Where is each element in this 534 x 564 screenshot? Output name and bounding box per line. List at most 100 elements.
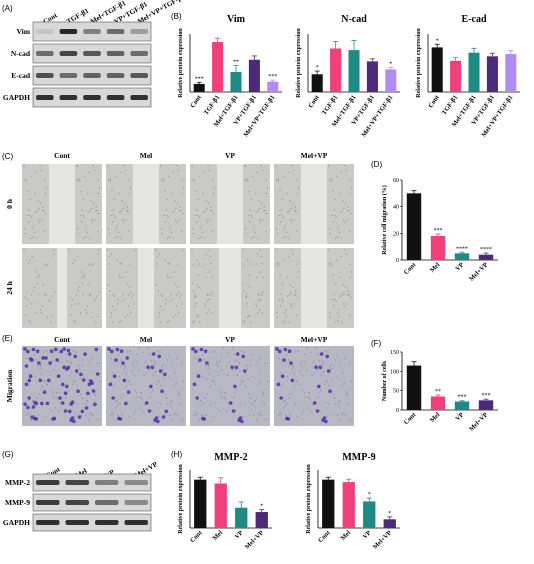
cell-dot (205, 414, 208, 417)
cell-dot (45, 187, 48, 189)
cell-dot (206, 312, 208, 314)
cell-dot (286, 211, 289, 213)
cell-dot (191, 347, 195, 351)
cell-dot (328, 389, 332, 393)
cell-dot (76, 165, 78, 167)
significance-mark: * (388, 511, 391, 517)
cell-dot (35, 171, 37, 174)
cell-dot (43, 263, 45, 265)
cell-dot (111, 221, 114, 223)
bar (450, 60, 462, 92)
cell-dot (252, 175, 254, 178)
cell-dot (88, 171, 91, 174)
cell-dot (348, 314, 351, 316)
cell-dot (206, 393, 208, 396)
cell-dot (37, 293, 39, 295)
cell-dot (287, 349, 292, 353)
cell-dot (34, 375, 37, 378)
cell-dot (283, 400, 286, 403)
cell-dot (332, 274, 334, 276)
cell-dot (169, 404, 171, 406)
cell-dot (63, 391, 68, 395)
cell-dot (330, 262, 332, 264)
cell-dot (134, 249, 136, 251)
cell-dot (347, 290, 349, 292)
cell-dot (82, 214, 84, 217)
cell-dot (206, 300, 208, 302)
cell-dot (260, 165, 262, 167)
cell-dot (326, 369, 331, 373)
cell-dot (209, 219, 211, 221)
cell-dot (134, 389, 136, 392)
cell-dot (174, 282, 177, 285)
x-tick-label: TGF-β1 (203, 94, 221, 116)
cell-dot (29, 321, 32, 323)
cell-dot (243, 403, 246, 405)
cell-dot (249, 397, 252, 399)
cell-dot (42, 284, 44, 286)
cell-dot (330, 180, 333, 182)
cell-dot (295, 314, 298, 316)
cell-dot (258, 412, 261, 414)
cell-dot (108, 228, 110, 230)
cell-dot (198, 286, 200, 289)
cell-dot (281, 198, 284, 201)
cell-dot (122, 221, 125, 224)
cell-dot (204, 210, 207, 212)
bar (230, 72, 242, 92)
cell-dot (122, 378, 127, 383)
cell-dot (282, 407, 285, 409)
cell-dot (331, 214, 333, 217)
cell-dot (331, 298, 333, 301)
cell-dot (173, 413, 176, 416)
cell-dot (180, 209, 182, 212)
cell-dot (31, 175, 33, 178)
cell-dot (167, 402, 169, 405)
cell-dot (228, 361, 230, 363)
chart-vim: Vim Relative protein expression *** Cont TGF… (178, 14, 282, 138)
bar (385, 69, 397, 92)
cell-dot (338, 309, 340, 311)
cell-dot (257, 237, 259, 240)
cell-dot (234, 392, 236, 394)
cell-dot (23, 249, 25, 251)
cell-dot (173, 237, 175, 240)
cell-dot (297, 187, 300, 189)
cell-dot (285, 354, 288, 356)
cell-dot (110, 357, 112, 360)
cell-dot (288, 365, 291, 367)
cell-dot (58, 351, 61, 354)
cell-dot (340, 361, 343, 363)
cell-dot (26, 298, 28, 301)
cell-dot (77, 232, 80, 235)
y-axis-label: Relative protein expression (296, 28, 302, 98)
cell-dot (120, 237, 122, 240)
cell-dot (96, 418, 98, 420)
cell-dot (349, 276, 351, 279)
bar (478, 254, 494, 260)
cell-dot (236, 374, 239, 377)
cell-dot (159, 351, 161, 353)
cell-dot (278, 214, 280, 217)
cell-dot (176, 264, 179, 266)
column-label: Mel+VP (301, 151, 328, 160)
cell-dot (275, 165, 277, 167)
cell-dot (51, 360, 53, 362)
cell-dot (207, 298, 209, 301)
cell-dot (290, 219, 292, 221)
cell-dot (95, 372, 100, 376)
cell-dot (112, 374, 117, 378)
cell-dot (305, 396, 307, 399)
cell-dot (262, 291, 264, 294)
cell-dot (334, 282, 337, 285)
cell-dot (244, 320, 246, 322)
cell-dot (56, 391, 58, 394)
cell-dot (280, 293, 282, 295)
cell-dot (34, 401, 39, 406)
cell-dot (176, 357, 178, 360)
chart-title: N-cad (341, 14, 367, 25)
cell-dot (43, 230, 46, 232)
cell-dot (247, 284, 249, 286)
cell-dot (97, 388, 99, 390)
